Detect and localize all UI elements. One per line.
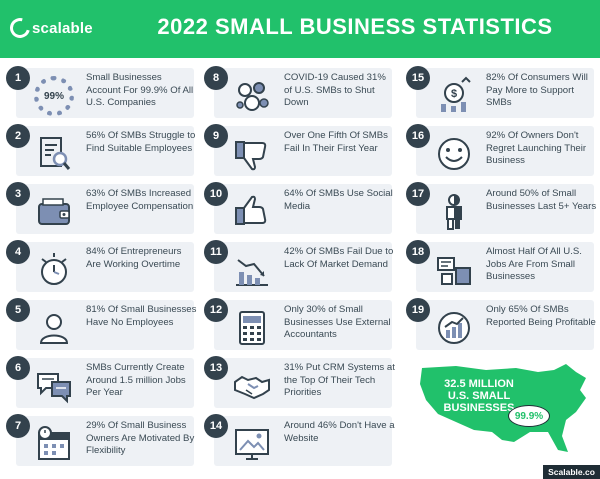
- stat-item-3: 3 63% Of SMBs Increased Employee Compens…: [6, 182, 194, 234]
- logo-icon: [6, 14, 34, 42]
- stat-text: Only 30% of Small Businesses Use Externa…: [284, 304, 391, 341]
- stat-text: 84% Of Entrepreneurs Are Working Overtim…: [86, 246, 182, 270]
- stat-number: 2: [6, 124, 30, 148]
- alarm-clock-icon: [34, 250, 74, 290]
- map-line-1: 32.5 MILLION: [444, 378, 514, 390]
- thumbs-up-icon: [232, 192, 272, 232]
- map-line-3: BUSINESSES: [443, 402, 515, 414]
- stat-number: 12: [204, 298, 228, 322]
- stat-text: SMBs Currently Create Around 1.5 million…: [86, 362, 186, 399]
- smiley-icon: [434, 134, 474, 174]
- stat-text: Only 65% Of SMBs Reported Being Profitab…: [486, 304, 596, 328]
- wallet-icon: [34, 192, 74, 232]
- stat-number: 14: [204, 414, 228, 438]
- stat-text: Small Businesses Account For 99.9% Of Al…: [86, 72, 194, 109]
- stat-number: 7: [6, 414, 30, 438]
- person-icon: [34, 308, 74, 348]
- stat-text: 64% Of SMBs Use Social Media: [284, 188, 393, 212]
- map-line-2: U.S. SMALL: [447, 390, 511, 402]
- stat-item-2: 2 56% Of SMBs Struggle to Find Suitable …: [6, 124, 195, 176]
- stat-text: 82% Of Consumers Will Pay More to Suppor…: [486, 72, 588, 109]
- footer-site-link[interactable]: Scalable.co: [543, 465, 600, 479]
- calendar-clock-icon: [34, 424, 74, 464]
- virus-icon: [232, 76, 272, 116]
- stat-text: 42% Of SMBs Fail Due to Lack Of Market D…: [284, 246, 394, 270]
- stat-item-4: 4 84% Of Entrepreneurs Are Working Overt…: [6, 240, 194, 292]
- stat-item-10: 10 64% Of SMBs Use Social Media: [204, 182, 393, 234]
- stat-item-16: 16 92% Of Owners Don't Regret Launching …: [406, 124, 594, 176]
- stat-item-8: 8 COVID-19 Caused 31% of U.S. SMBs to Sh…: [204, 66, 392, 118]
- stat-number: 6: [6, 356, 30, 380]
- stat-item-17: 17 Around 50% of Small Businesses Last 5…: [406, 182, 596, 234]
- stat-number: 16: [406, 124, 430, 148]
- usa-map-callout: 32.5 MILLION U.S. SMALL BUSINESSES 99.9%: [416, 360, 594, 456]
- brand-name: scalable: [32, 19, 93, 37]
- job-shops-icon: [434, 250, 474, 290]
- stat-number: 4: [6, 240, 30, 264]
- half-person-icon: [434, 192, 474, 232]
- stat-item-5: 5 81% Of Small Businesses Have No Employ…: [6, 298, 196, 350]
- stat-text: COVID-19 Caused 31% of U.S. SMBs to Shut…: [284, 72, 386, 109]
- brand-logo[interactable]: scalable: [6, 14, 93, 42]
- map-percent-badge: 99.9%: [508, 405, 550, 427]
- stat-number: 10: [204, 182, 228, 206]
- stat-text: 63% Of SMBs Increased Employee Compensat…: [86, 188, 194, 212]
- stat-number: 11: [204, 240, 228, 264]
- stat-text: Around 46% Don't Have a Website: [284, 420, 395, 444]
- stat-text: 56% Of SMBs Struggle to Find Suitable Em…: [86, 130, 196, 154]
- handshake-icon: [232, 366, 272, 406]
- percent-ring-icon: 99%: [34, 76, 74, 116]
- stat-number: 1: [6, 66, 30, 90]
- stat-text: 29% Of Small Business Owners Are Motivat…: [86, 420, 195, 457]
- stat-text: 81% Of Small Businesses Have No Employee…: [86, 304, 197, 328]
- stat-text: Around 50% of Small Businesses Last 5+ Y…: [486, 188, 597, 212]
- resume-search-icon: [34, 134, 74, 174]
- stat-text: 92% Of Owners Don't Regret Launching The…: [486, 130, 587, 167]
- stat-item-1: 1 99% Small Businesses Account For 99.9%…: [6, 66, 194, 118]
- stat-item-13: 13 31% Put CRM Systems at the Top Of The…: [204, 356, 395, 408]
- stat-number: 5: [6, 298, 30, 322]
- stat-number: 13: [204, 356, 228, 380]
- stat-item-19: 19 Only 65% Of SMBs Reported Being Profi…: [406, 298, 596, 350]
- stat-item-14: 14 Around 46% Don't Have a Website: [204, 414, 395, 466]
- stat-item-18: 18 Almost Half Of All U.S. Jobs Are From…: [406, 240, 594, 292]
- stat-number: 18: [406, 240, 430, 264]
- stat-text: Almost Half Of All U.S. Jobs Are From Sm…: [486, 246, 582, 283]
- thumbs-down-icon: [232, 134, 272, 174]
- stat-text: 31% Put CRM Systems at the Top Of Their …: [284, 362, 395, 399]
- stat-item-11: 11 42% Of SMBs Fail Due to Lack Of Marke…: [204, 240, 393, 292]
- page-title: 2022 SMALL BUSINESS STATISTICS: [157, 14, 553, 39]
- stat-item-15: 15 $ 82% Of Consumers Will Pay More to S…: [406, 66, 594, 118]
- stat-number: 8: [204, 66, 228, 90]
- image-frame-icon: [232, 424, 272, 464]
- stat-number: 3: [6, 182, 30, 206]
- calculator-icon: [232, 308, 272, 348]
- stat-number: 17: [406, 182, 430, 206]
- stat-card: [416, 184, 594, 234]
- map-headline: 32.5 MILLION U.S. SMALL BUSINESSES: [424, 378, 534, 414]
- svg-text:$: $: [451, 88, 457, 100]
- stat-number: 15: [406, 66, 430, 90]
- usa-map-icon: [420, 364, 586, 452]
- chat-bubbles-icon: [34, 366, 74, 406]
- stat-number: 19: [406, 298, 430, 322]
- stat-item-6: 6 SMBs Currently Create Around 1.5 milli…: [6, 356, 194, 408]
- stat-text: Over One Fifth Of SMBs Fail In Their Fir…: [284, 130, 388, 154]
- header-banner: scalable 2022 SMALL BUSINESS STATISTICS: [0, 0, 600, 58]
- growth-chart-icon: [434, 308, 474, 348]
- declining-chart-icon: [232, 250, 272, 290]
- stat-number: 9: [204, 124, 228, 148]
- stat-item-12: 12 Only 30% of Small Businesses Use Exte…: [204, 298, 392, 350]
- money-growth-icon: $: [434, 76, 474, 116]
- stat-item-7: 7 29% Of Small Business Owners Are Motiv…: [6, 414, 194, 466]
- stat-item-9: 9 Over One Fifth Of SMBs Fail In Their F…: [204, 124, 392, 176]
